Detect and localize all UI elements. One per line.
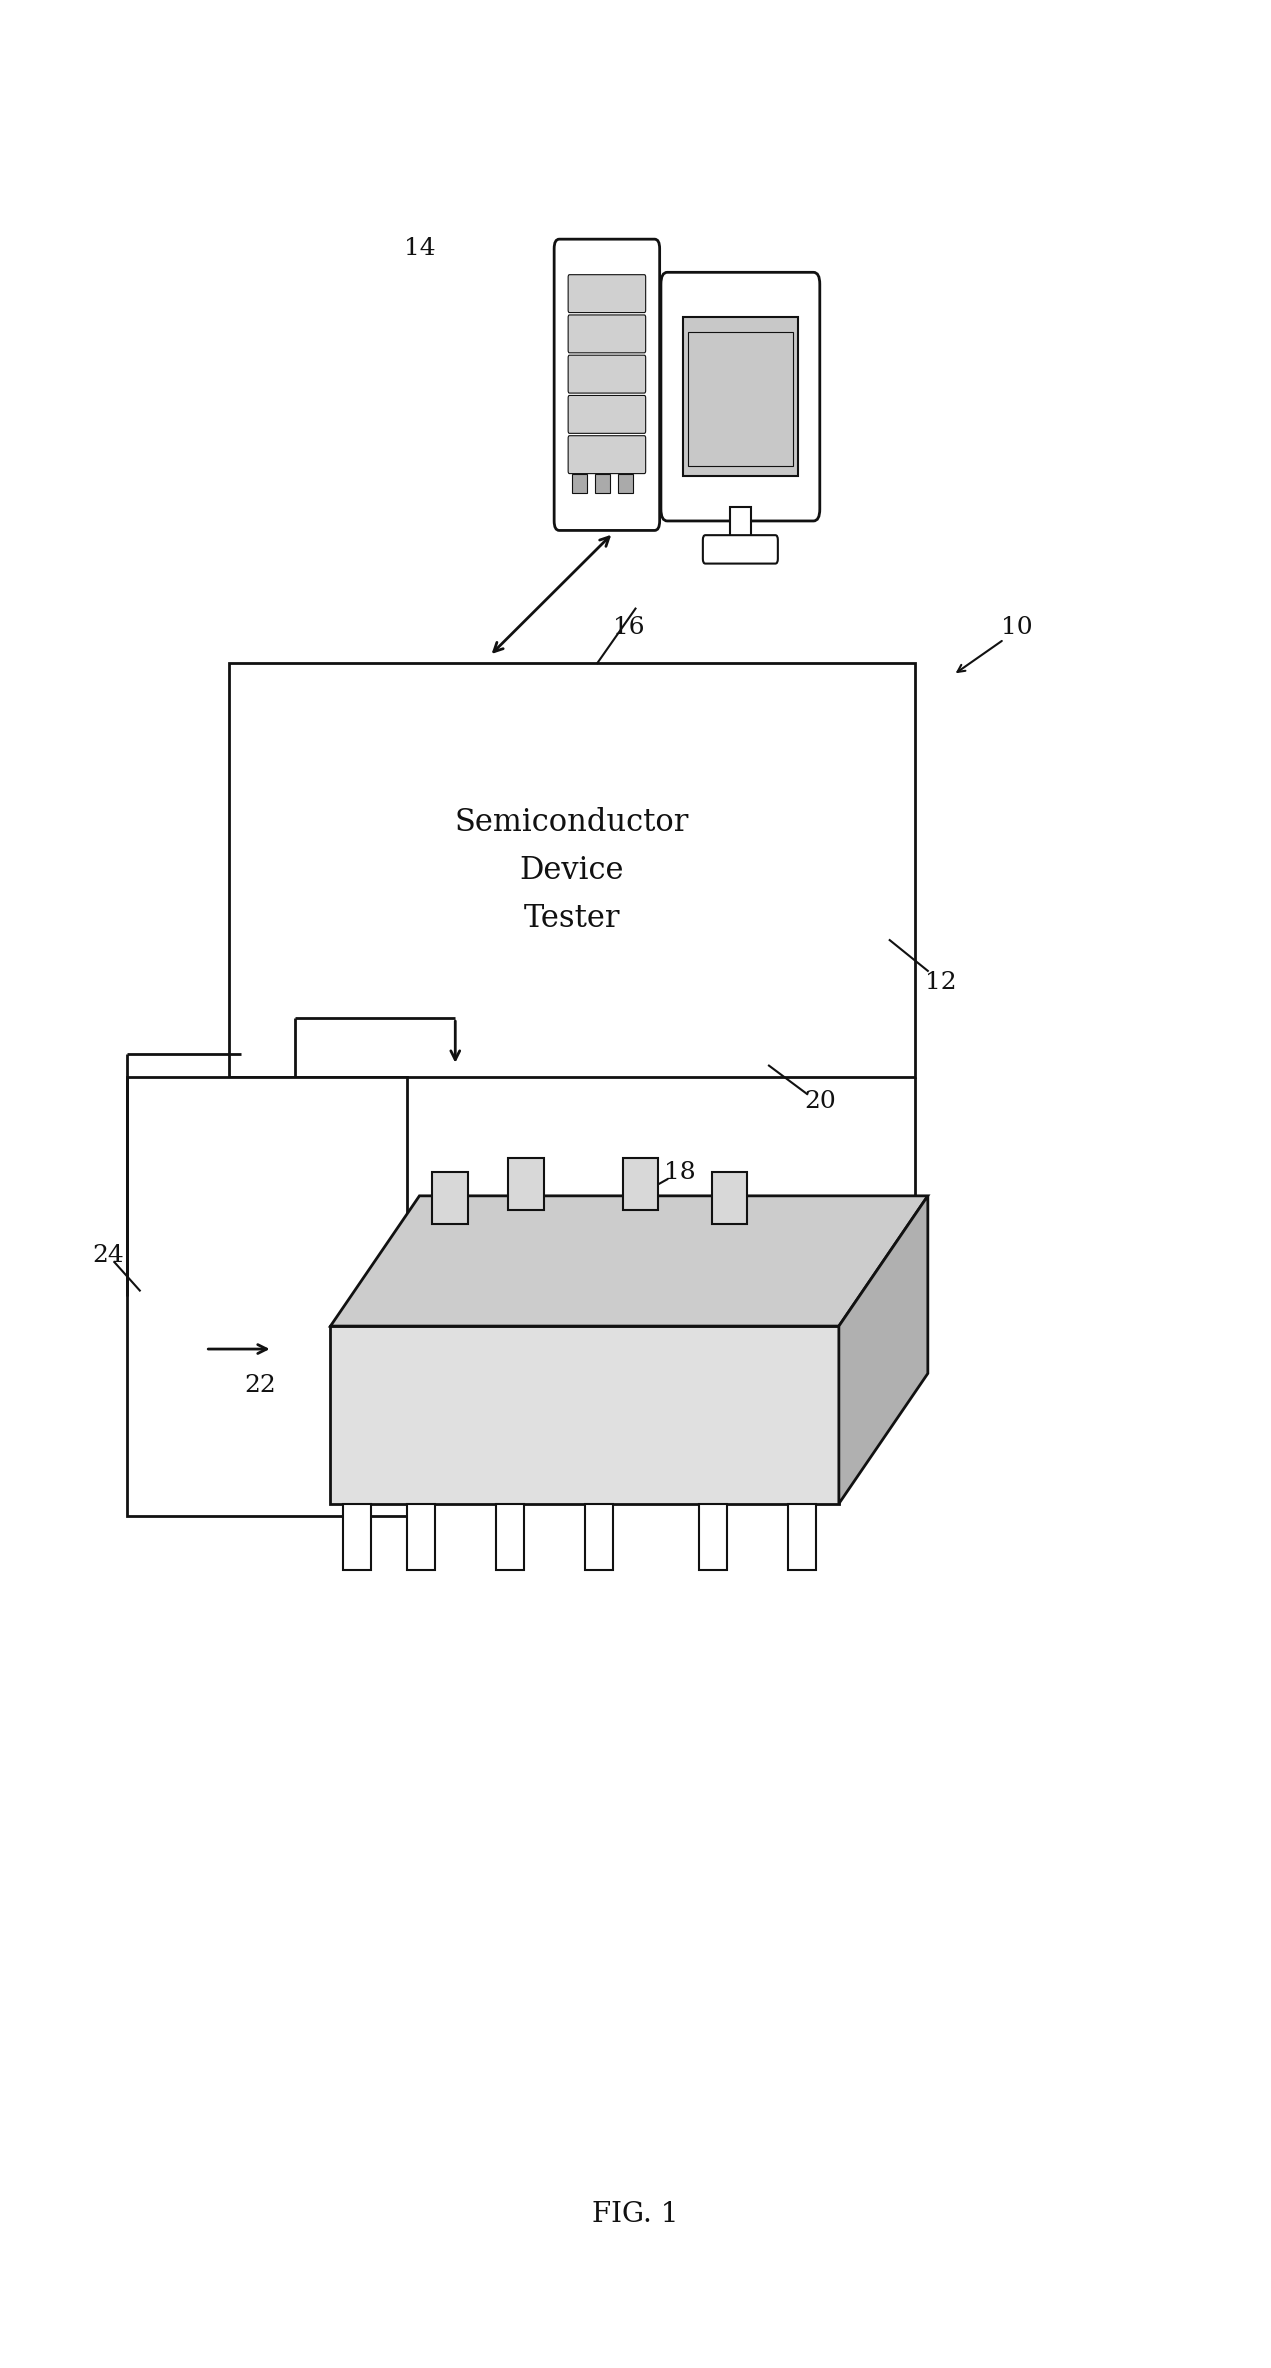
Text: 16: 16 xyxy=(614,616,644,639)
Bar xyxy=(688,332,793,466)
Bar xyxy=(330,1326,839,1504)
Bar xyxy=(412,1518,430,1565)
FancyBboxPatch shape xyxy=(568,275,646,313)
Bar xyxy=(343,1504,371,1570)
FancyBboxPatch shape xyxy=(554,239,660,530)
Bar xyxy=(793,1518,811,1565)
Text: 14: 14 xyxy=(404,237,435,260)
Bar xyxy=(623,1158,658,1210)
Bar xyxy=(572,474,587,493)
FancyBboxPatch shape xyxy=(568,355,646,393)
Bar xyxy=(712,1172,747,1224)
Polygon shape xyxy=(330,1196,928,1326)
Bar xyxy=(508,1158,544,1210)
Bar xyxy=(127,1077,407,1516)
Polygon shape xyxy=(839,1196,928,1504)
Bar xyxy=(496,1504,524,1570)
Text: Semiconductor
Device
Tester: Semiconductor Device Tester xyxy=(455,807,689,933)
FancyBboxPatch shape xyxy=(703,535,778,564)
Bar xyxy=(432,1172,468,1224)
Text: 24: 24 xyxy=(93,1243,123,1267)
Text: 22: 22 xyxy=(245,1373,276,1397)
Text: 10: 10 xyxy=(1002,616,1032,639)
Bar xyxy=(595,474,610,493)
Bar xyxy=(618,474,633,493)
Bar xyxy=(683,317,798,476)
Bar xyxy=(407,1504,435,1570)
Text: 20: 20 xyxy=(805,1089,835,1113)
Text: 18: 18 xyxy=(665,1160,695,1184)
Bar xyxy=(585,1504,613,1570)
FancyBboxPatch shape xyxy=(568,395,646,433)
Text: 12: 12 xyxy=(925,971,956,995)
FancyBboxPatch shape xyxy=(568,315,646,353)
Text: FIG. 1: FIG. 1 xyxy=(592,2200,679,2228)
Bar xyxy=(590,1518,608,1565)
Bar xyxy=(788,1504,816,1570)
Bar xyxy=(501,1518,519,1565)
Bar xyxy=(730,507,750,545)
Bar xyxy=(699,1504,727,1570)
Bar xyxy=(704,1518,722,1565)
FancyBboxPatch shape xyxy=(568,436,646,474)
Bar xyxy=(348,1518,366,1565)
FancyBboxPatch shape xyxy=(661,272,820,521)
Bar xyxy=(229,663,915,1077)
